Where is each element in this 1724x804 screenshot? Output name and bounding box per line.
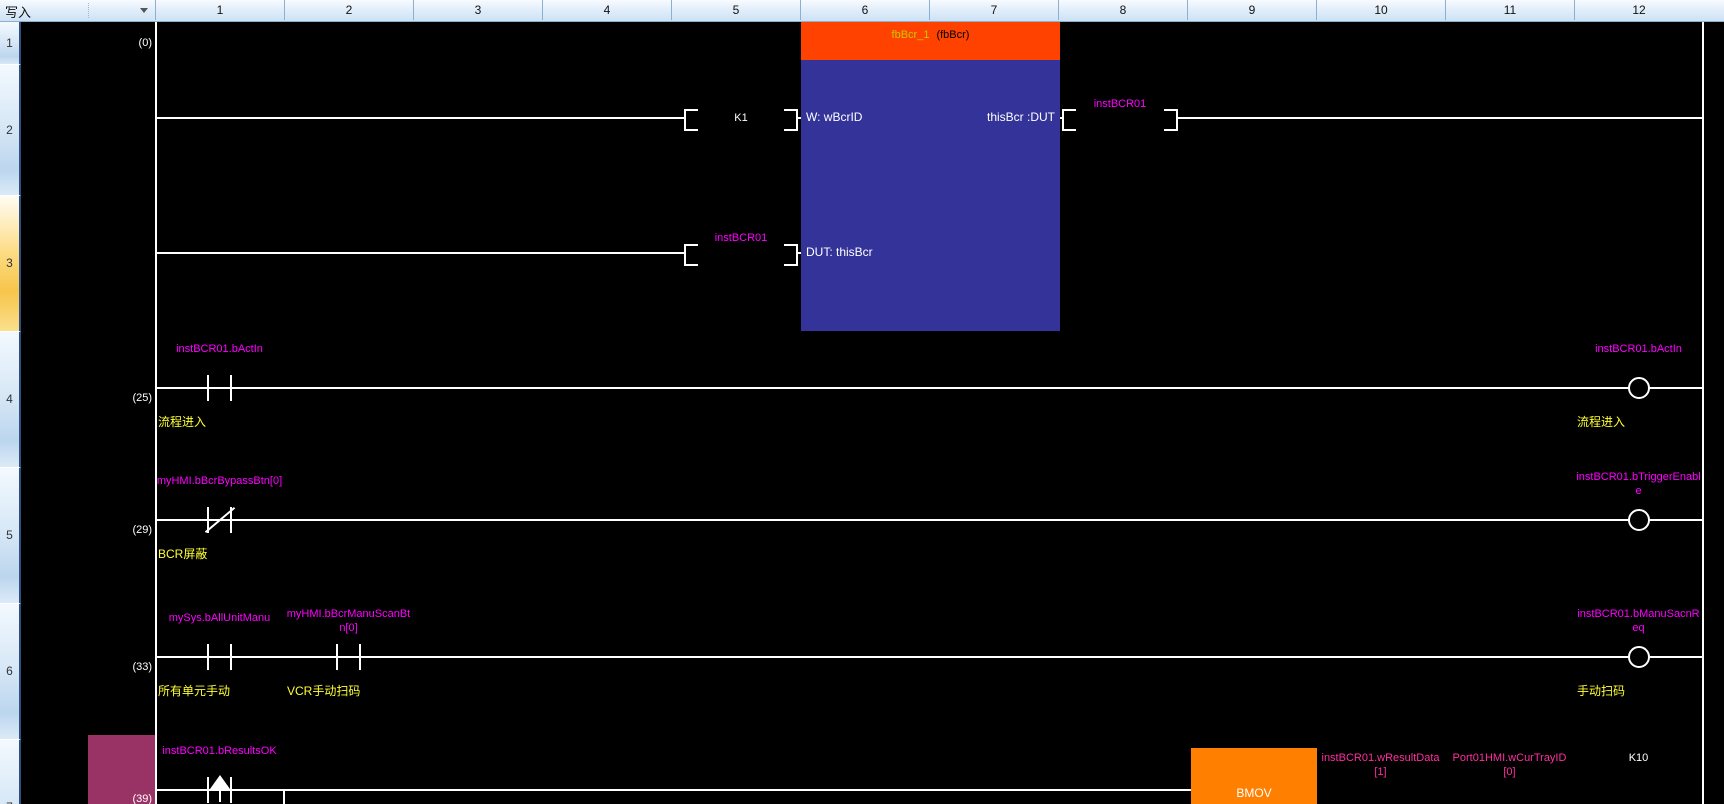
wire-segment xyxy=(155,789,1193,791)
connector-bracket[interactable] xyxy=(1062,109,1076,131)
wire-segment xyxy=(796,252,804,254)
wire-segment xyxy=(155,519,1704,521)
variable-label: instBCR01.bTriggerEnabl e xyxy=(1576,471,1701,497)
comment-label: 流程进入 xyxy=(158,415,207,429)
coil[interactable] xyxy=(1627,509,1650,531)
row-header-label: 3 xyxy=(6,256,13,270)
row-header-label: 2 xyxy=(6,122,13,137)
chevron-down-icon[interactable] xyxy=(140,8,148,13)
variable-label: instBCR01.bActIn xyxy=(1595,343,1682,355)
fb-block-body xyxy=(801,60,1060,331)
connector-bracket[interactable] xyxy=(1164,109,1178,131)
row-header-7[interactable]: 7 xyxy=(0,739,21,804)
column-header-6[interactable]: 6 xyxy=(800,0,929,20)
rising-arrow-icon xyxy=(209,775,230,789)
row-header-6[interactable]: 6 xyxy=(0,603,21,740)
nc-contact[interactable] xyxy=(207,507,232,533)
column-ruler: 写入 1 2 3 4 5 6 7 8 9 10 11 12 xyxy=(0,0,1724,22)
fb-type-name: (fbBcr) xyxy=(936,29,970,41)
connector-bracket[interactable] xyxy=(684,109,698,131)
rising-arrow-stem xyxy=(218,788,221,802)
column-header-10[interactable]: 10 xyxy=(1316,0,1445,20)
column-header-12[interactable]: 12 xyxy=(1574,0,1703,20)
variable-label: myHMI.bBcrBypassBtn[0] xyxy=(156,475,283,487)
column-header-7[interactable]: 7 xyxy=(929,0,1058,20)
column-header-8[interactable]: 8 xyxy=(1058,0,1187,20)
variable-label: instBCR01.bManuSacnR eq xyxy=(1577,608,1700,634)
wire-segment xyxy=(155,387,1704,389)
wire-segment xyxy=(155,252,686,254)
step-number: (25) xyxy=(132,392,152,404)
connector-bracket[interactable] xyxy=(684,244,698,266)
wire-segment xyxy=(155,117,686,119)
comment-label: 流程进入 xyxy=(1577,415,1626,429)
toolbar-separator xyxy=(88,3,90,18)
step-number: (29) xyxy=(132,524,152,536)
column-header-4[interactable]: 4 xyxy=(542,0,671,20)
step-number: (39) xyxy=(132,793,152,804)
fb-input-value-label: K1 xyxy=(734,112,748,124)
comment-label: 所有单元手动 xyxy=(158,684,231,698)
no-contact[interactable] xyxy=(336,644,361,670)
fb-block-fbBcr[interactable]: fbBcr_1 (fbBcr) xyxy=(801,21,1060,331)
connector-bracket[interactable] xyxy=(784,244,798,266)
step-number: (33) xyxy=(132,661,152,673)
row-header-3[interactable]: 3 xyxy=(0,195,21,332)
row-header-gutter: 1 2 3 4 5 6 7 xyxy=(0,21,21,804)
bmov-instruction-block[interactable]: BMOV xyxy=(1191,748,1317,804)
comment-label: 手动扫码 xyxy=(1577,684,1626,698)
fb-input-port-label: W: wBcrID xyxy=(806,110,863,124)
fb-instance-name: fbBcr_1 xyxy=(891,29,930,41)
comment-label: BCR屏蔽 xyxy=(158,547,208,561)
variable-label: mySys.bAllUnitManu xyxy=(168,612,271,624)
variable-label: instBCR01.bActIn xyxy=(176,343,263,355)
row-header-1[interactable]: 1 xyxy=(0,21,21,65)
column-header-2[interactable]: 2 xyxy=(284,0,413,20)
no-contact[interactable] xyxy=(207,375,232,401)
no-contact[interactable] xyxy=(207,644,232,670)
selection-cursor xyxy=(88,735,155,804)
step-number: (0) xyxy=(138,37,152,49)
column-header-3[interactable]: 3 xyxy=(413,0,542,20)
wire-segment xyxy=(1058,117,1064,119)
bmov-operand-label: K10 xyxy=(1628,752,1649,764)
comment-label: VCR手动扫码 xyxy=(287,684,361,698)
write-mode-label: 写入 xyxy=(5,5,32,20)
column-header-1[interactable]: 1 xyxy=(155,0,284,20)
column-header-5[interactable]: 5 xyxy=(671,0,800,20)
wire-segment xyxy=(155,656,1704,658)
bmov-mnemonic: BMOV xyxy=(1236,786,1272,800)
fb-output-port-label: thisBcr :DUT xyxy=(986,110,1055,124)
fb-block-header xyxy=(801,21,1060,60)
coil[interactable] xyxy=(1627,646,1650,668)
wire-segment xyxy=(1176,117,1704,119)
left-power-rail xyxy=(155,21,157,804)
variable-label: myHMI.bBcrManuScanBt n[0] xyxy=(286,608,411,634)
row-header-5[interactable]: 5 xyxy=(0,467,21,604)
row-header-label: 7 xyxy=(0,800,19,804)
rising-edge-contact[interactable] xyxy=(207,777,232,803)
row-header-label: 6 xyxy=(6,664,13,678)
row-header-label: 5 xyxy=(6,528,13,542)
fb-input-value-label: instBCR01 xyxy=(714,232,768,244)
row-header-4[interactable]: 4 xyxy=(0,331,21,468)
row-header-label: 1 xyxy=(6,35,13,50)
bmov-operand-label: instBCR01.wResultData [1] xyxy=(1321,752,1440,778)
wire-branch xyxy=(283,789,285,804)
fb-input-port-label: DUT: thisBcr xyxy=(806,245,873,259)
column-header-11[interactable]: 11 xyxy=(1445,0,1574,20)
coil[interactable] xyxy=(1627,377,1650,399)
fb-output-value-label: instBCR01 xyxy=(1093,98,1147,110)
wire-segment xyxy=(796,117,804,119)
variable-label: instBCR01.bResultsOK xyxy=(162,745,277,757)
row-header-label: 4 xyxy=(6,392,13,406)
right-power-rail xyxy=(1702,21,1704,804)
bmov-operand-label: Port01HMI.wCurTrayID [0] xyxy=(1452,752,1567,778)
column-header-9[interactable]: 9 xyxy=(1187,0,1316,20)
fb-block-title: fbBcr_1 (fbBcr) xyxy=(801,29,1060,41)
row-header-2[interactable]: 2 xyxy=(0,64,21,196)
connector-bracket[interactable] xyxy=(784,109,798,131)
